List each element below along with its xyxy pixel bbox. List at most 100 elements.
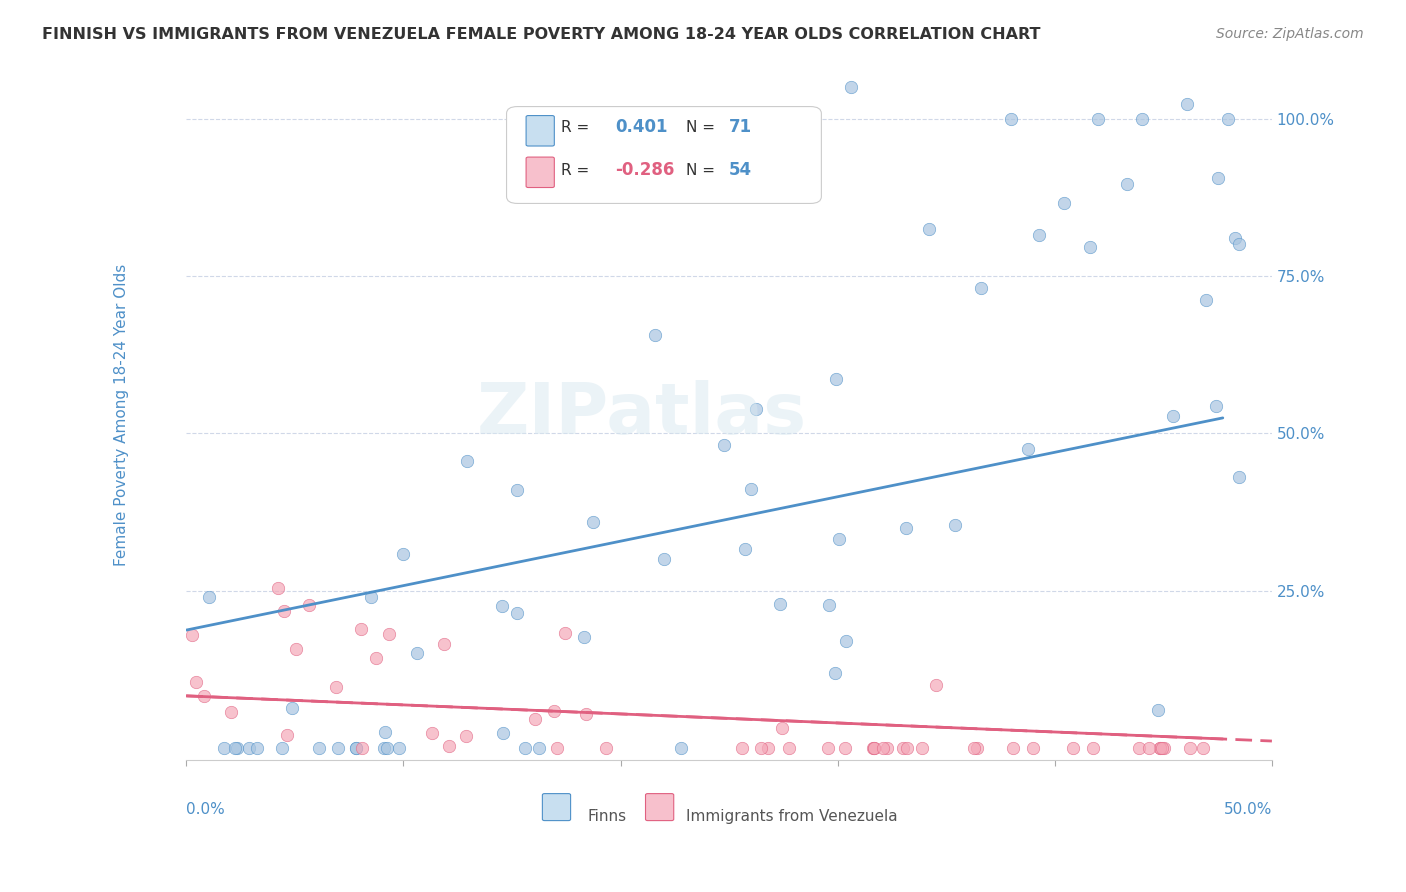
Point (1146, 702, 1168, 716)
Point (896, 740, 918, 755)
Text: N =: N = (686, 162, 714, 178)
Point (572, 630, 595, 644)
Text: 54: 54 (730, 161, 752, 179)
Point (963, 740, 986, 755)
Point (273, 604, 295, 618)
Point (344, 740, 367, 755)
Point (824, 665, 846, 680)
FancyBboxPatch shape (526, 116, 554, 146)
Point (1128, 740, 1150, 755)
Point (344, 740, 367, 755)
Point (1178, 740, 1201, 755)
Point (828, 532, 851, 546)
Point (1115, 178, 1137, 192)
Text: N =: N = (686, 120, 714, 135)
Point (817, 740, 839, 755)
Point (835, 634, 858, 648)
Point (1053, 196, 1076, 211)
Point (325, 680, 347, 694)
Point (778, 740, 800, 755)
Point (891, 740, 914, 755)
Text: Immigrants from Venezuela: Immigrants from Venezuela (686, 809, 897, 824)
Point (266, 581, 288, 595)
Point (271, 740, 294, 755)
Point (224, 740, 246, 755)
Point (246, 740, 269, 755)
Point (350, 740, 373, 755)
Point (1205, 400, 1227, 414)
Point (970, 280, 993, 294)
Point (543, 704, 565, 718)
Point (225, 740, 247, 755)
Point (456, 453, 478, 467)
Point (1022, 740, 1045, 755)
Point (1017, 442, 1039, 456)
FancyBboxPatch shape (543, 794, 571, 821)
Point (308, 740, 330, 755)
Point (644, 328, 666, 343)
Point (197, 590, 219, 604)
Point (238, 740, 260, 755)
Point (1081, 740, 1104, 755)
Point (276, 728, 298, 742)
Point (1175, 96, 1198, 111)
Point (1062, 740, 1084, 755)
Point (595, 740, 617, 755)
Text: 71: 71 (730, 119, 752, 136)
Point (652, 552, 675, 566)
Point (1163, 409, 1185, 424)
Text: -0.286: -0.286 (614, 161, 675, 179)
Point (374, 725, 396, 739)
Point (818, 598, 841, 612)
Point (1223, 230, 1246, 244)
Point (749, 740, 772, 755)
Point (1305, 112, 1327, 126)
Point (918, 222, 941, 236)
Point (433, 637, 456, 651)
Point (925, 678, 948, 692)
Point (574, 706, 596, 721)
Point (839, 80, 862, 95)
Point (582, 515, 605, 529)
Point (513, 740, 536, 755)
Point (375, 740, 398, 755)
Point (1028, 228, 1050, 243)
Point (285, 642, 308, 657)
Point (1137, 740, 1160, 755)
Point (1000, 112, 1022, 126)
Point (554, 625, 576, 640)
Point (1002, 740, 1025, 755)
Point (872, 740, 894, 755)
Point (1208, 171, 1230, 186)
Point (745, 402, 768, 417)
Text: 50.0%: 50.0% (1223, 802, 1272, 817)
Point (492, 726, 515, 740)
Point (420, 726, 443, 740)
Point (505, 483, 527, 497)
Point (506, 606, 529, 620)
Point (364, 651, 387, 665)
Point (186, 674, 208, 689)
Point (1227, 236, 1250, 251)
Point (529, 740, 551, 755)
Point (862, 740, 884, 755)
Point (911, 740, 934, 755)
Point (1149, 740, 1171, 755)
Point (360, 590, 382, 604)
FancyBboxPatch shape (506, 106, 821, 203)
Point (523, 712, 546, 726)
Point (876, 740, 898, 755)
Point (1087, 112, 1109, 126)
Point (671, 740, 693, 755)
Point (392, 548, 415, 562)
Point (546, 740, 568, 755)
Point (491, 599, 513, 613)
Point (862, 740, 884, 755)
Point (1218, 112, 1240, 126)
Text: Source: ZipAtlas.com: Source: ZipAtlas.com (1216, 27, 1364, 41)
Point (1153, 740, 1175, 755)
Point (437, 739, 460, 754)
Point (298, 598, 321, 612)
Text: 0.401: 0.401 (614, 119, 668, 136)
Point (734, 541, 756, 556)
